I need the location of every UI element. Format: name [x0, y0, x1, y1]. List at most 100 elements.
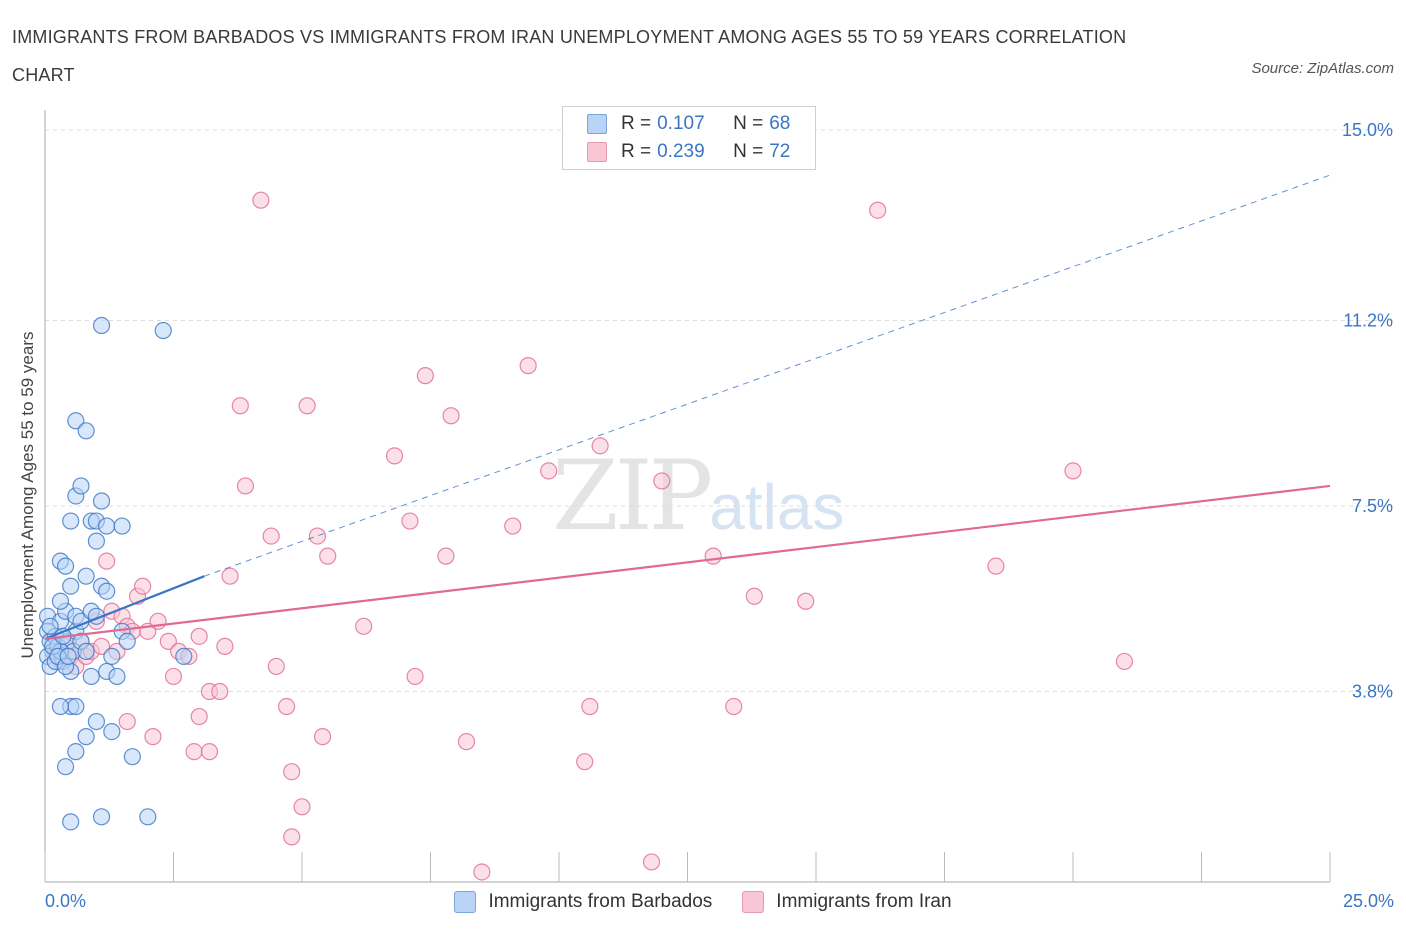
iran-point — [1115, 652, 1134, 671]
barbados-point — [59, 647, 77, 666]
iran-point — [267, 657, 285, 676]
y-tick-label: 11.2% — [1343, 311, 1393, 331]
barbados-point — [87, 532, 106, 550]
iran-point — [277, 697, 296, 716]
iran-point — [519, 357, 537, 375]
series-legend-label: Immigrants from Iran — [776, 891, 952, 912]
iran-point — [221, 567, 239, 585]
iran-point — [416, 367, 434, 385]
x-tick-label-min: 0.0% — [45, 891, 87, 911]
series-legend-label: Immigrants from Barbados — [488, 891, 713, 912]
legend-row-barbados: R = 0.107 N = 68 — [587, 112, 790, 136]
iran-trend-line — [44, 484, 1331, 640]
iran-point — [118, 712, 136, 731]
iran-point — [185, 743, 203, 761]
series-legend-item-iran: Immigrants from Iran — [742, 891, 952, 913]
iran-point — [869, 201, 887, 219]
chart-source: Source: ZipAtlas.com — [1251, 60, 1394, 77]
iran-point — [308, 527, 327, 545]
barbados-point — [118, 632, 136, 650]
iran-point — [298, 397, 316, 415]
iran-point — [262, 527, 280, 545]
iran-point — [1064, 462, 1082, 480]
legend-swatch-iran — [587, 142, 607, 162]
barbados-point — [92, 316, 111, 335]
barbados-point — [77, 422, 95, 440]
iran-point — [236, 477, 255, 495]
barbados-point — [98, 582, 116, 600]
iran-point — [797, 592, 815, 610]
iran-point — [190, 627, 208, 645]
barbados-point — [108, 667, 126, 686]
barbados-point — [82, 667, 100, 686]
legend-r-value: 0.107 — [657, 113, 705, 134]
iran-point — [293, 798, 311, 816]
barbados-point — [103, 722, 121, 741]
barbados-point — [67, 697, 85, 716]
series-swatch-iran — [742, 891, 765, 913]
barbados-point — [67, 412, 85, 430]
iran-point — [576, 753, 594, 771]
barbados-point — [51, 592, 70, 610]
barbados-point — [77, 728, 95, 746]
legend-n-label: N = — [733, 113, 764, 134]
legend-r-label: R = — [621, 113, 652, 134]
iran-point — [540, 462, 558, 480]
barbados-trend-line — [44, 575, 205, 640]
legend-n-value: 72 — [769, 141, 791, 162]
barbados-point — [62, 813, 80, 831]
y-axis-label: Unemployment Among Ages 55 to 59 years — [18, 331, 37, 659]
barbados-point — [139, 808, 157, 826]
iran-point — [211, 682, 229, 701]
iran-point — [442, 407, 460, 425]
iran-point — [190, 707, 208, 726]
y-tick-label: 3.8% — [1352, 681, 1393, 701]
iran-point — [283, 763, 301, 781]
iran-point — [313, 728, 332, 746]
iran-point — [98, 552, 116, 570]
watermark-atlas: atlas — [709, 471, 845, 543]
series-legend-item-barbados: Immigrants from Barbados — [454, 891, 712, 913]
iran-point — [642, 853, 661, 871]
series-swatch-barbados — [454, 891, 477, 913]
iran-point — [252, 191, 270, 209]
iran-point — [745, 587, 763, 605]
legend-row-iran: R = 0.239 N = 72 — [587, 140, 790, 164]
barbados-point — [92, 808, 111, 826]
iran-point — [704, 547, 722, 565]
barbados-point — [98, 517, 116, 535]
barbados-point — [62, 512, 80, 530]
y-tick-label: 15.0% — [1342, 120, 1393, 140]
barbados-point — [51, 697, 70, 716]
iran-point — [134, 577, 152, 595]
barbados-point — [67, 743, 85, 761]
legend-n-label: N = — [733, 141, 764, 162]
series-legend: Immigrants from Barbados Immigrants from… — [0, 888, 1406, 916]
chart-title: IMMIGRANTS FROM BARBADOS VS IMMIGRANTS F… — [12, 27, 1127, 85]
barbados-point — [87, 712, 106, 731]
barbados-point — [77, 567, 95, 585]
iran-point — [504, 517, 522, 535]
iran-point — [987, 557, 1005, 575]
barbados-point — [56, 557, 75, 575]
barbados-point — [72, 477, 90, 495]
watermark-zip: ZIP — [552, 440, 713, 552]
iran-point — [216, 637, 234, 655]
legend-r-value: 0.239 — [657, 141, 705, 162]
iran-point — [355, 617, 373, 635]
barbados-point — [77, 642, 95, 660]
iran-point — [591, 437, 609, 455]
correlation-legend: R = 0.107 N = 68 R = 0.239 N = 72 — [562, 106, 816, 170]
barbados-point — [41, 617, 59, 635]
x-tick-label-max: 25.0% — [1342, 891, 1394, 911]
iran-point — [144, 728, 162, 746]
barbados-point — [92, 492, 111, 510]
barbados-point — [123, 748, 141, 766]
iran-point — [164, 667, 183, 686]
legend-r-label: R = — [621, 141, 652, 162]
iran-point — [200, 743, 219, 761]
iran-point — [725, 697, 743, 716]
barbados-point — [62, 577, 80, 595]
iran-point — [92, 637, 111, 655]
iran-point — [457, 733, 476, 751]
